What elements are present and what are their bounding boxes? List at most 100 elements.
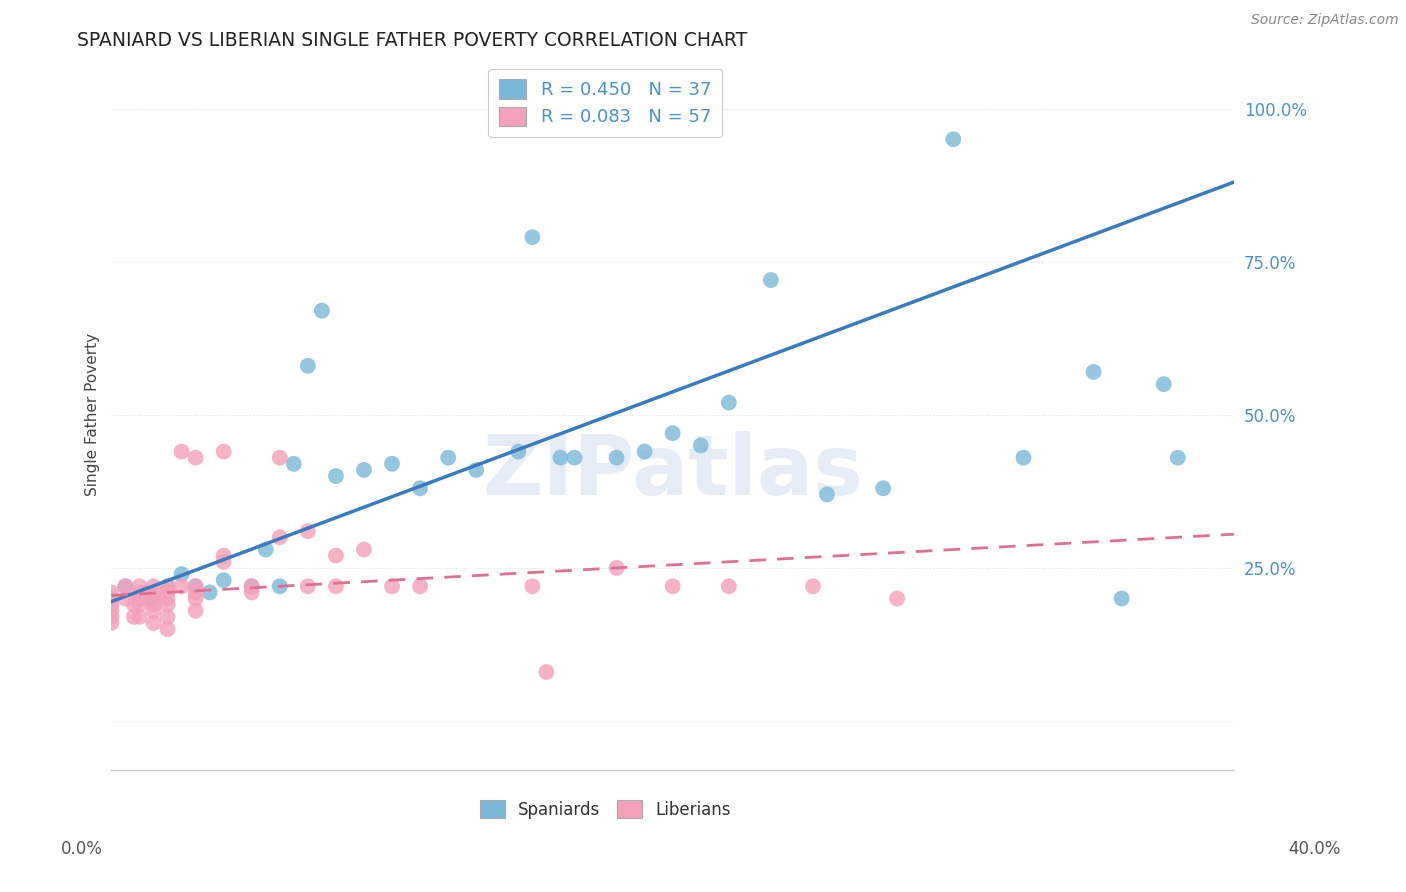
Point xyxy=(661,579,683,593)
Point xyxy=(114,591,136,606)
Point xyxy=(297,579,319,593)
Point xyxy=(156,622,179,636)
Point xyxy=(212,549,235,563)
Point xyxy=(184,450,207,465)
Point xyxy=(142,579,165,593)
Point xyxy=(409,579,432,593)
Point xyxy=(353,463,375,477)
Point xyxy=(522,230,544,244)
Point xyxy=(122,610,145,624)
Point xyxy=(522,579,544,593)
Legend: Spaniards, Liberians: Spaniards, Liberians xyxy=(472,794,738,826)
Point xyxy=(114,579,136,593)
Point xyxy=(142,591,165,606)
Point xyxy=(437,450,460,465)
Point xyxy=(156,610,179,624)
Point xyxy=(381,457,404,471)
Point xyxy=(508,444,530,458)
Point xyxy=(128,598,150,612)
Point xyxy=(170,567,193,582)
Point xyxy=(465,463,488,477)
Point xyxy=(550,450,572,465)
Point xyxy=(717,395,740,409)
Point xyxy=(240,579,263,593)
Point xyxy=(311,303,333,318)
Y-axis label: Single Father Poverty: Single Father Poverty xyxy=(86,334,100,496)
Point xyxy=(942,132,965,146)
Point xyxy=(100,604,122,618)
Point xyxy=(128,610,150,624)
Point xyxy=(128,591,150,606)
Point xyxy=(1153,377,1175,392)
Point xyxy=(661,426,683,441)
Point xyxy=(759,273,782,287)
Point xyxy=(409,481,432,495)
Point xyxy=(128,579,150,593)
Point xyxy=(100,598,122,612)
Point xyxy=(184,591,207,606)
Point xyxy=(156,579,179,593)
Point xyxy=(142,598,165,612)
Text: Source: ZipAtlas.com: Source: ZipAtlas.com xyxy=(1251,13,1399,28)
Point xyxy=(114,579,136,593)
Point xyxy=(606,450,628,465)
Point xyxy=(283,457,305,471)
Point xyxy=(254,542,277,557)
Point xyxy=(381,579,404,593)
Point xyxy=(1083,365,1105,379)
Point xyxy=(689,438,711,452)
Point xyxy=(156,579,179,593)
Point xyxy=(325,549,347,563)
Point xyxy=(142,591,165,606)
Point xyxy=(297,359,319,373)
Point xyxy=(297,524,319,538)
Point xyxy=(134,591,156,606)
Point xyxy=(717,579,740,593)
Point xyxy=(1012,450,1035,465)
Point xyxy=(122,598,145,612)
Point xyxy=(240,585,263,599)
Point xyxy=(1111,591,1133,606)
Point xyxy=(240,579,263,593)
Point xyxy=(212,444,235,458)
Point xyxy=(353,542,375,557)
Text: 0.0%: 0.0% xyxy=(60,840,103,858)
Point xyxy=(156,591,179,606)
Point xyxy=(269,530,291,544)
Point xyxy=(128,585,150,599)
Text: SPANIARD VS LIBERIAN SINGLE FATHER POVERTY CORRELATION CHART: SPANIARD VS LIBERIAN SINGLE FATHER POVER… xyxy=(77,31,748,50)
Point xyxy=(269,579,291,593)
Point xyxy=(184,579,207,593)
Point xyxy=(170,579,193,593)
Point xyxy=(100,591,122,606)
Text: 40.0%: 40.0% xyxy=(1288,840,1341,858)
Point xyxy=(156,585,179,599)
Point xyxy=(142,585,165,599)
Point xyxy=(156,598,179,612)
Point xyxy=(142,604,165,618)
Point xyxy=(212,555,235,569)
Point xyxy=(212,573,235,587)
Point xyxy=(142,615,165,630)
Point xyxy=(170,444,193,458)
Point xyxy=(269,450,291,465)
Point xyxy=(606,561,628,575)
Point xyxy=(1167,450,1189,465)
Point xyxy=(134,585,156,599)
Point xyxy=(100,585,122,599)
Point xyxy=(184,585,207,599)
Point xyxy=(815,487,838,501)
Text: ZIPatlas: ZIPatlas xyxy=(482,431,863,512)
Point xyxy=(198,585,221,599)
Point xyxy=(325,469,347,483)
Point xyxy=(564,450,586,465)
Point xyxy=(872,481,894,495)
Point xyxy=(325,579,347,593)
Point xyxy=(536,665,558,679)
Point xyxy=(886,591,908,606)
Point xyxy=(633,444,655,458)
Point xyxy=(100,610,122,624)
Point xyxy=(801,579,824,593)
Point xyxy=(184,579,207,593)
Point xyxy=(100,615,122,630)
